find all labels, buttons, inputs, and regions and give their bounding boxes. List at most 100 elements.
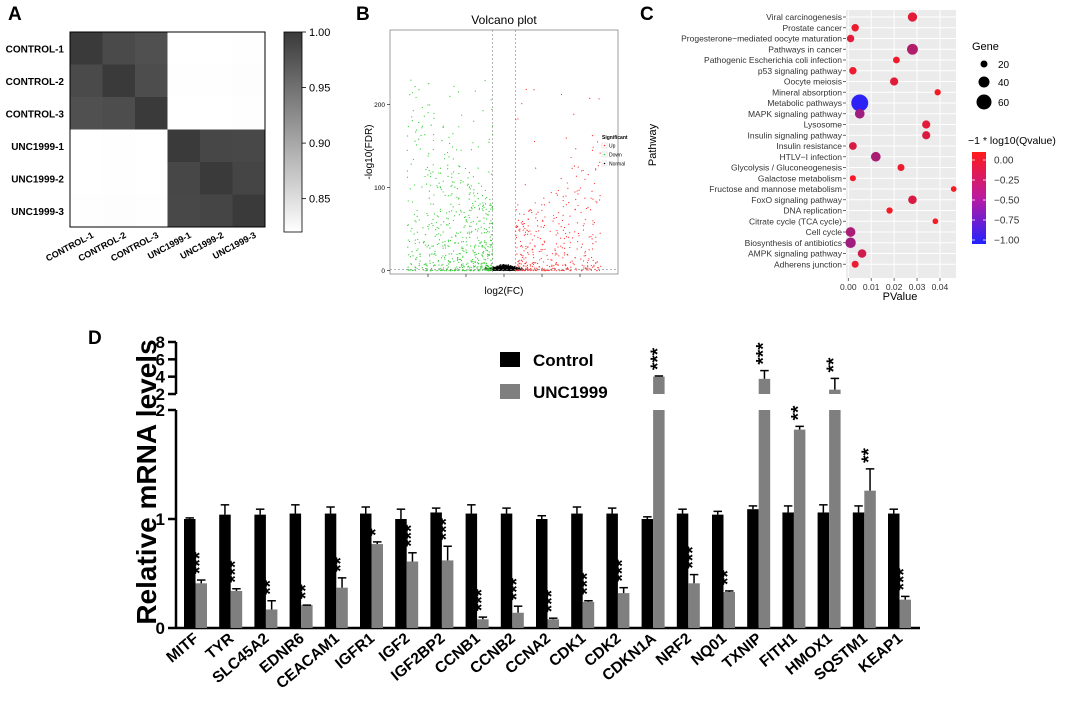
volcano-point-up: [532, 261, 534, 264]
volcano-point-down: [490, 259, 492, 261]
volcano-point-down: [455, 211, 457, 213]
volcano-point-down: [482, 252, 485, 254]
volcano-point-down: [461, 265, 463, 267]
volcano-point-down: [460, 179, 462, 182]
volcano-point-down: [466, 252, 468, 254]
volcano-point-up: [522, 223, 524, 225]
volcano-point-up: [515, 226, 518, 229]
volcano-point-down: [421, 125, 424, 127]
volcano-point-down: [454, 270, 456, 272]
volcano-point-down: [449, 142, 451, 145]
volcano-point-up: [553, 264, 555, 267]
volcano-point-up: [528, 253, 530, 255]
volcano-point-up: [553, 267, 555, 269]
bar-control-SQSTM1: [852, 512, 865, 628]
pathway-dot: [907, 12, 918, 22]
volcano-point-up: [543, 204, 546, 206]
volcano-point-up: [581, 243, 583, 245]
volcano-point-up: [538, 250, 540, 253]
volcano-point-up: [575, 148, 577, 150]
volcano-point-down: [471, 261, 473, 263]
volcano-point-down: [462, 256, 464, 258]
volcano-point-up: [525, 262, 527, 264]
pathway-dot: [950, 186, 957, 192]
volcano-point-up: [530, 233, 532, 235]
volcano-point-down: [419, 148, 421, 150]
volcano-point-down: [461, 269, 463, 272]
color-legend-tick-label: 0.00: [994, 156, 1014, 167]
volcano-point-down: [446, 151, 449, 154]
volcano-point-down: [477, 192, 479, 194]
volcano-point-down: [449, 95, 451, 97]
volcano-point-up: [576, 190, 578, 192]
volcano-point-down: [489, 198, 491, 201]
volcano-point-down: [444, 240, 446, 243]
volcano-point-down: [486, 218, 488, 220]
volcano-point-down: [443, 221, 445, 223]
volcano-point-down: [470, 260, 472, 262]
bar-control-TYR: [219, 514, 231, 628]
volcano-point-up: [588, 258, 590, 260]
volcano-point-down: [452, 171, 455, 173]
category-label-IGFR1: IGFR1: [332, 630, 378, 673]
volcano-point-up: [542, 249, 544, 251]
bar-ylabel: Relative mRNA levels: [131, 339, 162, 624]
bar-control-HMOX1: [817, 512, 830, 628]
volcano-point-down: [483, 268, 485, 270]
volcano-point-down: [447, 224, 449, 226]
volcano-point-up: [580, 258, 582, 260]
bar-unc1999-TYR: [230, 590, 243, 628]
volcano-point-down: [461, 114, 463, 116]
volcano-point-down: [444, 194, 446, 196]
volcano-point-up: [547, 258, 549, 260]
volcano-point-up: [529, 265, 532, 267]
volcano-point-up: [599, 194, 601, 197]
bar-control-MITF: [184, 519, 196, 628]
volcano-point-down: [468, 209, 471, 211]
volcano-point-up: [581, 170, 583, 172]
pathway-dot: [934, 89, 941, 96]
volcano-point-down: [469, 192, 471, 194]
volcano-point-up: [518, 229, 520, 231]
heatmap-cell-3-3: [167, 129, 201, 163]
volcano-point-down: [416, 209, 418, 212]
volcano-point-down: [448, 261, 450, 263]
volcano-point-down: [410, 79, 412, 81]
volcano-point-down: [481, 195, 484, 197]
volcano-point-up: [544, 216, 546, 218]
volcano-point-down: [429, 247, 431, 249]
volcano-point-up: [520, 268, 522, 271]
volcano-point-normal: [501, 265, 504, 267]
volcano-point-down: [413, 233, 415, 235]
volcano-point-down: [476, 267, 478, 269]
volcano-point-down: [428, 190, 431, 192]
heatmap-cell-2-5: [232, 97, 266, 130]
volcano-point-up: [586, 267, 588, 269]
volcano-point-down: [477, 197, 479, 200]
color-legend-tick-label: −0.50: [994, 196, 1020, 207]
volcano-point-up: [524, 231, 527, 233]
volcano-point-down: [476, 216, 478, 218]
pathway-label: Insulin resistance: [776, 141, 842, 151]
volcano-point-down: [442, 126, 444, 129]
heatmap-cell-4-5: [232, 162, 266, 195]
volcano-point-up: [532, 251, 534, 253]
volcano-point-down: [464, 225, 466, 227]
volcano-point-down: [469, 188, 471, 190]
volcano-point-down: [428, 228, 430, 230]
volcano-point-down: [476, 223, 478, 225]
volcano-point-down: [481, 265, 483, 267]
volcano-point-up: [558, 223, 560, 225]
volcano-point-down: [445, 255, 447, 257]
volcano-point-up: [586, 265, 589, 267]
volcano-point-down: [490, 208, 492, 210]
volcano-point-down: [490, 264, 492, 266]
volcano-point-down: [475, 253, 478, 255]
volcano-point-down: [488, 171, 490, 173]
legend-down-dot: [603, 153, 606, 156]
volcano-point-down: [450, 194, 452, 196]
volcano-point-up: [577, 204, 579, 207]
volcano-point-down: [472, 262, 475, 264]
volcano-point-down: [423, 115, 425, 117]
